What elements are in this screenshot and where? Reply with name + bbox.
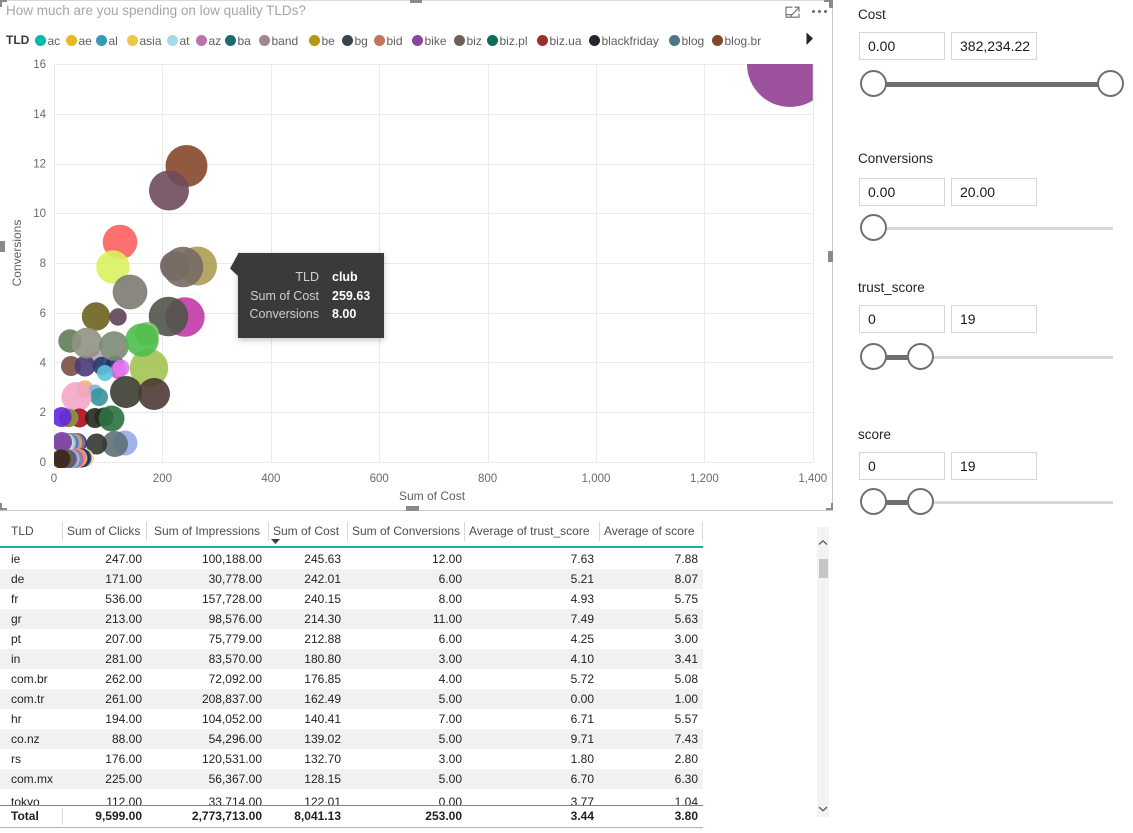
svg-text:400: 400 — [261, 473, 280, 485]
svg-text:1,000: 1,000 — [582, 473, 611, 485]
svg-text:2: 2 — [40, 407, 46, 419]
svg-text:1,200: 1,200 — [690, 473, 719, 485]
svg-text:14: 14 — [33, 109, 46, 121]
svg-text:8: 8 — [40, 258, 46, 270]
svg-text:0: 0 — [40, 457, 46, 469]
svg-text:1,400: 1,400 — [798, 473, 827, 485]
svg-text:600: 600 — [370, 473, 389, 485]
svg-text:16: 16 — [33, 59, 46, 71]
svg-text:200: 200 — [153, 473, 172, 485]
svg-text:6: 6 — [40, 308, 46, 320]
svg-text:4: 4 — [40, 358, 47, 370]
svg-text:10: 10 — [33, 208, 46, 220]
svg-text:800: 800 — [478, 473, 497, 485]
svg-text:12: 12 — [33, 159, 46, 171]
svg-text:0: 0 — [51, 473, 57, 485]
